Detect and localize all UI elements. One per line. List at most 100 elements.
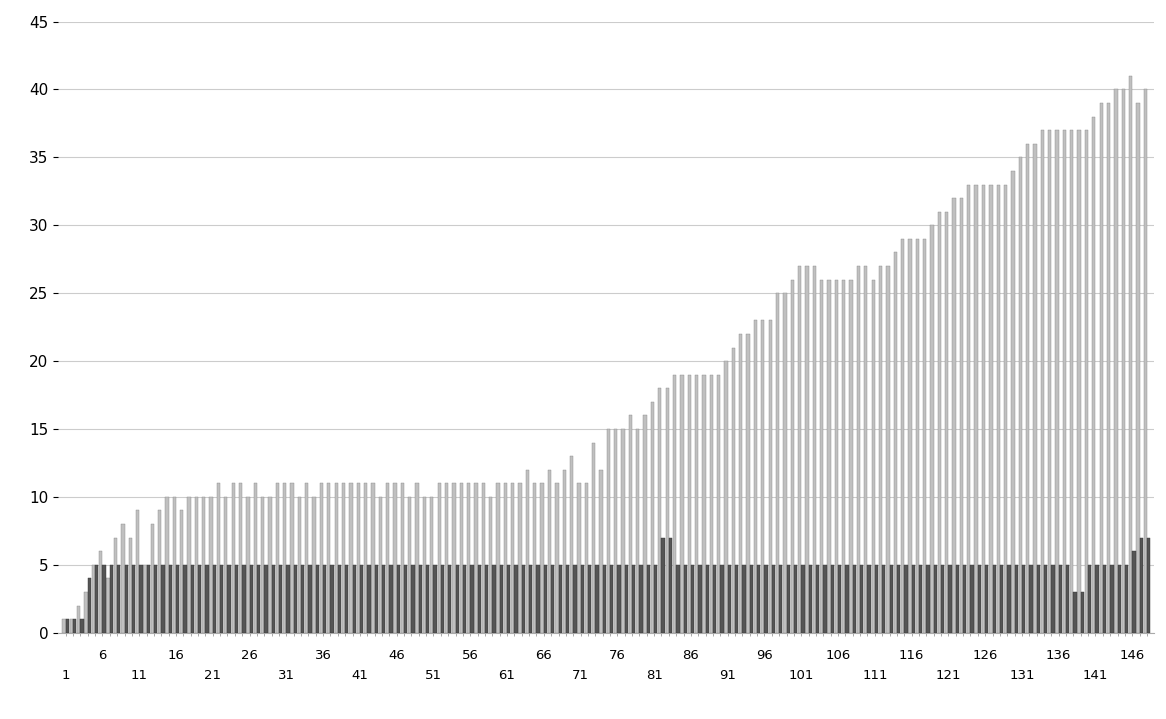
Bar	[161, 565, 164, 633]
Bar	[801, 565, 805, 633]
Bar	[666, 388, 669, 633]
Bar	[728, 565, 731, 633]
Bar	[761, 321, 765, 633]
Bar	[688, 375, 691, 633]
Bar	[434, 565, 437, 633]
Bar	[1062, 130, 1066, 633]
Bar	[864, 266, 868, 633]
Bar	[504, 483, 507, 633]
Bar	[430, 497, 434, 633]
Bar	[1019, 157, 1021, 633]
Bar	[529, 565, 533, 633]
Bar	[360, 565, 363, 633]
Bar	[946, 211, 948, 633]
Bar	[1096, 565, 1098, 633]
Bar	[695, 375, 698, 633]
Bar	[220, 565, 224, 633]
Bar	[647, 565, 651, 633]
Bar	[261, 497, 265, 633]
Bar	[963, 565, 967, 633]
Bar	[970, 565, 974, 633]
Bar	[507, 565, 511, 633]
Bar	[632, 565, 635, 633]
Bar	[871, 280, 874, 633]
Text: 56: 56	[462, 649, 479, 662]
Bar	[705, 565, 709, 633]
Bar	[1093, 116, 1096, 633]
Bar	[1021, 565, 1025, 633]
Bar	[1132, 551, 1136, 633]
Bar	[779, 565, 782, 633]
Bar	[669, 538, 672, 633]
Bar	[806, 266, 808, 633]
Bar	[967, 185, 970, 633]
Bar	[157, 510, 161, 633]
Bar	[224, 497, 227, 633]
Bar	[374, 565, 378, 633]
Text: 1: 1	[62, 669, 70, 682]
Bar	[195, 497, 198, 633]
Bar	[886, 266, 890, 633]
Bar	[739, 334, 743, 633]
Text: 61: 61	[499, 669, 515, 682]
Bar	[386, 483, 389, 633]
Bar	[536, 565, 540, 633]
Bar	[143, 565, 147, 633]
Bar	[287, 565, 289, 633]
Bar	[1000, 565, 1003, 633]
Bar	[405, 565, 407, 633]
Bar	[1007, 565, 1011, 633]
Bar	[125, 565, 128, 633]
Bar	[823, 565, 827, 633]
Bar	[830, 565, 834, 633]
Bar	[183, 565, 187, 633]
Bar	[396, 565, 400, 633]
Bar	[1117, 565, 1121, 633]
Bar	[908, 239, 912, 633]
Bar	[753, 321, 757, 633]
Bar	[456, 565, 459, 633]
Bar	[603, 565, 606, 633]
Bar	[923, 239, 926, 633]
Bar	[412, 565, 415, 633]
Bar	[308, 565, 311, 633]
Bar	[1037, 565, 1040, 633]
Bar	[117, 565, 120, 633]
Bar	[526, 470, 529, 633]
Bar	[352, 565, 356, 633]
Bar	[350, 483, 352, 633]
Bar	[188, 497, 191, 633]
Bar	[268, 497, 272, 633]
Bar	[1084, 130, 1088, 633]
Bar	[948, 565, 951, 633]
Bar	[724, 361, 728, 633]
Bar	[574, 565, 576, 633]
Bar	[426, 565, 429, 633]
Bar	[915, 239, 919, 633]
Bar	[698, 565, 702, 633]
Bar	[364, 483, 367, 633]
Bar	[813, 266, 816, 633]
Bar	[883, 565, 885, 633]
Bar	[212, 565, 216, 633]
Bar	[661, 538, 665, 633]
Bar	[926, 565, 929, 633]
Bar	[941, 565, 944, 633]
Bar	[581, 565, 584, 633]
Bar	[997, 185, 1000, 633]
Bar	[87, 578, 91, 633]
Text: 26: 26	[241, 649, 258, 662]
Bar	[114, 538, 117, 633]
Bar	[676, 565, 680, 633]
Bar	[768, 321, 772, 633]
Bar	[992, 565, 996, 633]
Bar	[732, 347, 735, 633]
Bar	[934, 565, 937, 633]
Bar	[99, 551, 103, 633]
Bar	[1030, 565, 1033, 633]
Bar	[497, 483, 500, 633]
Bar	[1122, 89, 1125, 633]
Bar	[173, 497, 176, 633]
Bar	[912, 565, 915, 633]
Bar	[559, 565, 562, 633]
